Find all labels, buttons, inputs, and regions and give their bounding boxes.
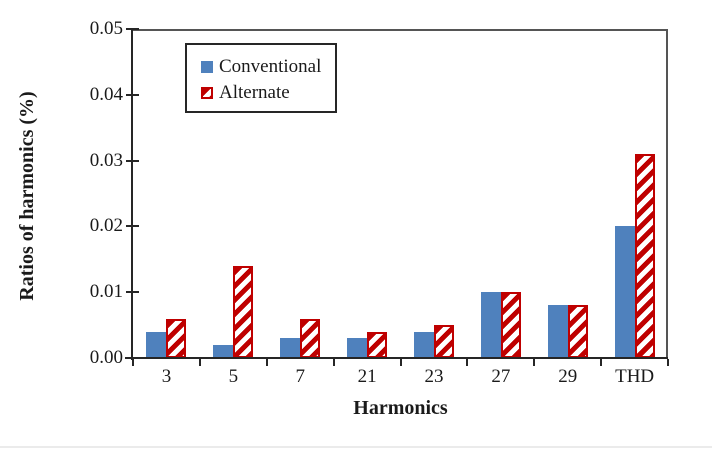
x-tick-mark xyxy=(600,359,603,366)
bar-conventional xyxy=(548,305,568,358)
x-tick-label: THD xyxy=(615,366,655,387)
legend-label-conventional: Conventional xyxy=(219,56,322,77)
x-tick-label: 29 xyxy=(558,366,578,387)
y-tick-mark xyxy=(126,291,139,294)
y-axis-title: Ratios of harmonics (%) xyxy=(16,91,38,301)
y-tick-label: 0.05 xyxy=(89,18,123,39)
bar-alternate xyxy=(233,266,253,358)
y-tick-mark xyxy=(126,225,139,228)
x-tick-label: 23 xyxy=(424,366,444,387)
x-tick-label: 3 xyxy=(161,366,172,387)
bar-conventional xyxy=(347,338,367,358)
bar-alternate xyxy=(635,154,655,358)
y-tick-label: 0.03 xyxy=(89,149,123,171)
bar-alternate xyxy=(568,305,588,358)
legend-entry-conventional: Conventional xyxy=(201,54,335,80)
bar-alternate xyxy=(166,319,186,358)
x-tick-mark xyxy=(667,359,669,366)
x-tick-mark xyxy=(198,359,201,366)
conventional-swatch-icon xyxy=(201,61,213,73)
bottom-divider xyxy=(0,446,712,448)
y-tick-label: 0.01 xyxy=(89,281,123,303)
bar-alternate xyxy=(300,319,320,358)
bar-alternate xyxy=(367,332,387,358)
y-tick-mark xyxy=(126,93,139,96)
bar-alternate xyxy=(501,292,521,358)
y-tick-label: 0.00 xyxy=(89,347,123,368)
bar-conventional xyxy=(280,338,300,358)
plot-area xyxy=(133,29,668,358)
x-tick-mark xyxy=(332,359,335,366)
bar-conventional xyxy=(615,226,635,358)
legend: Conventional Alternate xyxy=(185,43,337,113)
y-tick-label: 0.02 xyxy=(89,215,123,237)
x-tick-mark xyxy=(466,359,469,366)
bar-alternate xyxy=(434,325,454,358)
y-tick-mark xyxy=(126,357,139,359)
y-tick-label: 0.04 xyxy=(89,83,123,105)
legend-label-alternate: Alternate xyxy=(219,82,290,103)
x-tick-label: 27 xyxy=(491,366,511,387)
x-tick-label: 7 xyxy=(295,366,306,387)
bar-conventional xyxy=(414,332,434,358)
x-tick-label: 5 xyxy=(228,366,239,387)
y-tick-mark xyxy=(126,159,139,162)
y-tick-mark xyxy=(126,28,139,30)
x-tick-mark xyxy=(132,359,134,366)
bar-conventional xyxy=(481,292,501,358)
x-axis-title: Harmonics xyxy=(353,397,448,419)
legend-entry-alternate: Alternate xyxy=(201,80,335,106)
x-tick-mark xyxy=(399,359,402,366)
x-axis-line xyxy=(125,357,668,359)
x-tick-label: 21 xyxy=(357,366,377,387)
x-tick-mark xyxy=(533,359,536,366)
y-axis-line xyxy=(131,29,133,360)
bar-conventional xyxy=(146,332,166,358)
x-tick-mark xyxy=(265,359,268,366)
alternate-swatch-icon xyxy=(201,87,213,99)
